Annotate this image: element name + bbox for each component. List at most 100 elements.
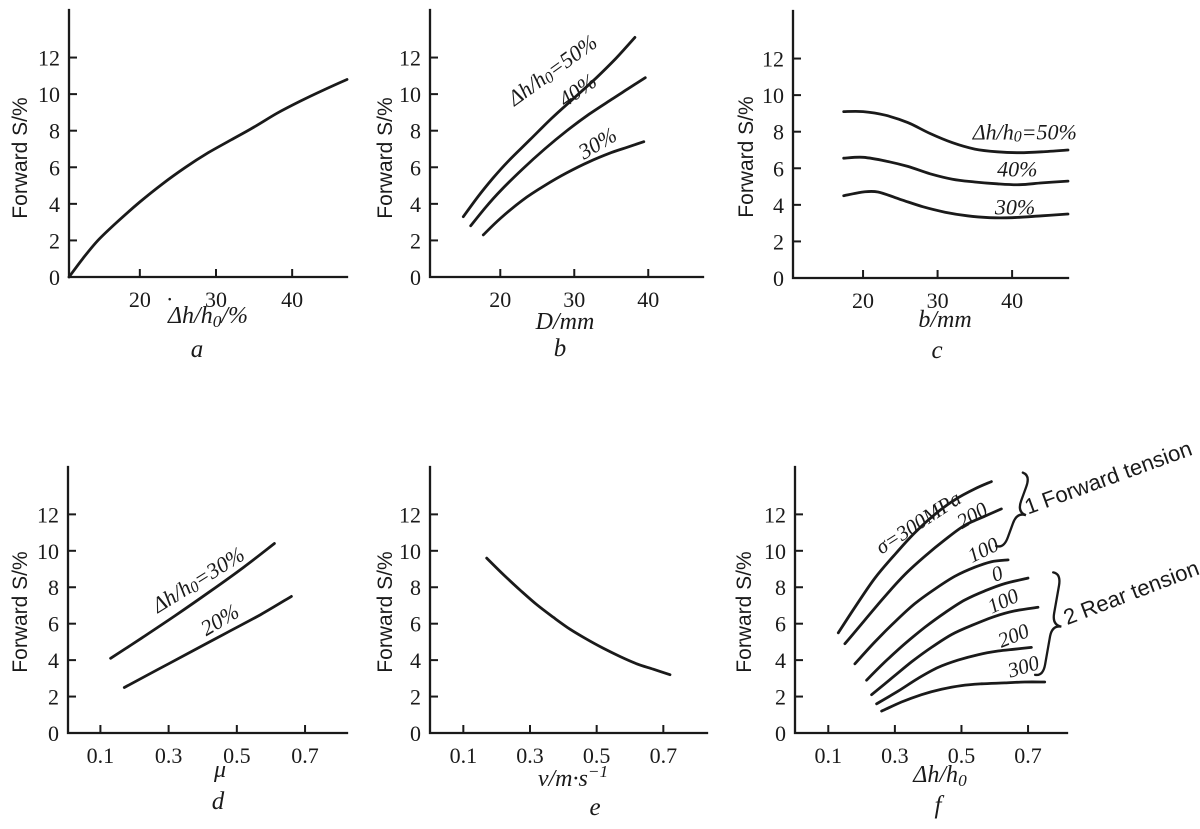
- y-tick-label: 12: [764, 502, 786, 527]
- curve-fwd200: [843, 507, 1003, 646]
- y-tick-label: 0: [410, 721, 421, 746]
- curve-dh30: [109, 542, 276, 660]
- curve-dh30: [481, 140, 646, 237]
- curve-label: σ=300MPa: [871, 486, 965, 559]
- curve-label: 20%: [196, 598, 243, 640]
- y-tick-label: 8: [410, 575, 421, 600]
- x-tick-label: 0.7: [1014, 743, 1042, 768]
- y-tick-label: 6: [773, 156, 784, 181]
- y-tick-label: 0: [775, 721, 786, 746]
- x-tick-label: 0.5: [583, 743, 611, 768]
- y-tick-label: 4: [410, 648, 421, 673]
- curve-dh40: [842, 155, 1070, 187]
- x-axis-label: μ: [213, 757, 226, 783]
- curve-dh30: [842, 189, 1070, 220]
- y-tick-label: 8: [410, 118, 421, 143]
- panel-letter: b: [554, 335, 567, 362]
- x-tick-label: 0.7: [650, 743, 678, 768]
- x-axis-label: Δh/h0: [912, 762, 967, 790]
- x-tick-label: 20: [489, 287, 511, 312]
- x-tick-label: 40: [1001, 288, 1023, 313]
- x-axis-label: Δh/h0/%: [167, 303, 248, 331]
- x-axis-label: b/mm: [918, 307, 971, 333]
- curve-rear300: [880, 680, 1047, 713]
- y-tick-label: 6: [410, 155, 421, 180]
- y-tick-label: 10: [762, 83, 784, 108]
- curve-dh50: [461, 36, 637, 219]
- y-axis-label: Forward S/%: [733, 551, 756, 672]
- y-axis-label: Forward S/%: [9, 551, 32, 672]
- x-tick-label: 40: [281, 287, 303, 312]
- y-tick-label: 4: [49, 191, 60, 216]
- x-tick-label: 20: [852, 288, 874, 313]
- y-tick-label: 12: [762, 46, 784, 71]
- y-tick-label: 6: [410, 611, 421, 636]
- y-tick-label: 10: [399, 82, 421, 107]
- y-tick-label: 8: [775, 575, 786, 600]
- curve-zero: [865, 576, 1030, 682]
- y-tick-label: 6: [49, 155, 60, 180]
- axis-e: [428, 465, 709, 735]
- chart-f: 0.1 0.3 0.5 0.7 0 2 4 6 8 10 12 Forward S/% Δh/h0f σ=…: [733, 435, 1200, 818]
- panel-letter: c: [931, 337, 942, 364]
- annotation-rear-tension: 2 Rear tension: [1060, 555, 1200, 630]
- y-tick-label: 12: [399, 45, 421, 70]
- curve-fwd100: [853, 558, 1010, 666]
- y-tick-label: 0: [49, 265, 60, 290]
- y-tick-label: 10: [37, 538, 59, 563]
- curve-label: .: [168, 280, 174, 305]
- panel-letter: a: [191, 336, 204, 363]
- annotation-forward-tension: 1 Forward tension: [1021, 435, 1195, 519]
- y-tick-label: 4: [775, 648, 786, 673]
- curve-dh40: [469, 76, 647, 228]
- x-tick-label: 20: [129, 287, 151, 312]
- x-tick-label: 0.3: [881, 743, 909, 768]
- y-tick-label: 10: [399, 538, 421, 563]
- panel-letter: e: [589, 794, 600, 821]
- brace-forward-tension: [994, 471, 1029, 548]
- chart-c: 20 30 40 0 2 4 6 8 10 12 Forward S/% b/mm c Δh/h0=50%…: [735, 9, 1077, 364]
- y-tick-label: 6: [775, 611, 786, 636]
- panel-letter: f: [935, 792, 945, 819]
- curve-forward-slip: [485, 556, 672, 677]
- x-tick-label: 0.1: [450, 743, 478, 768]
- curve-rear200: [875, 646, 1033, 706]
- y-axis-label: Forward S/%: [374, 551, 397, 672]
- axis-d: [66, 465, 349, 735]
- y-tick-label: 2: [410, 684, 421, 709]
- y-tick-label: 2: [48, 684, 59, 709]
- x-axis-label: v/m·s−1: [538, 762, 608, 793]
- y-tick-label: 4: [48, 648, 59, 673]
- curve-label: 300: [1004, 650, 1043, 683]
- axis-a: [67, 8, 349, 279]
- y-tick-label: 0: [48, 721, 59, 746]
- y-axis-label: Forward S/%: [9, 97, 32, 218]
- y-tick-label: 8: [773, 119, 784, 144]
- curve-rear100: [870, 605, 1040, 697]
- curve-label: 30%: [994, 194, 1035, 219]
- y-tick-label: 8: [49, 118, 60, 143]
- curve-dh20: [122, 595, 293, 689]
- x-tick-label: 30: [205, 287, 227, 312]
- y-tick-label: 6: [48, 611, 59, 636]
- x-tick-label: 0.3: [155, 743, 183, 768]
- curve-label: Δh/h0=50%: [972, 119, 1077, 145]
- y-axis-label: Forward S/%: [374, 97, 397, 218]
- x-tick-label: 30: [927, 288, 949, 313]
- curve-label: 40%: [997, 156, 1037, 181]
- y-tick-label: 10: [764, 538, 786, 563]
- y-tick-label: 2: [773, 229, 784, 254]
- x-tick-label: 30: [563, 287, 585, 312]
- y-axis-label: Forward S/%: [735, 96, 758, 217]
- chart-e: 0.1 0.3 0.5 0.7 0 2 4 6 8 10 12 Forward S/% v/m·s−1e: [374, 465, 709, 821]
- x-tick-label: 0.3: [516, 743, 544, 768]
- y-tick-label: 0: [773, 266, 784, 291]
- axis-c: [791, 9, 1070, 280]
- panel-letter: d: [212, 788, 225, 815]
- y-tick-label: 2: [49, 228, 60, 253]
- y-tick-label: 8: [48, 575, 59, 600]
